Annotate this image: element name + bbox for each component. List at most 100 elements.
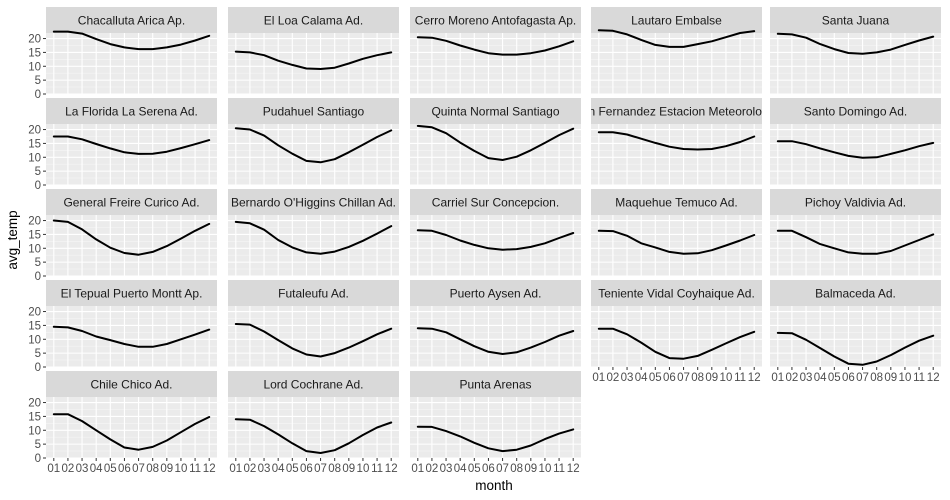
x-tick-label: 11	[553, 463, 565, 475]
series-line	[234, 418, 393, 454]
panel-background	[770, 124, 941, 185]
facet-panel: Carriel Sur Concepcion.	[410, 189, 581, 277]
x-tick-label: 01	[592, 372, 605, 384]
x-tick-label: 01	[229, 463, 242, 475]
x-tick-label: 01	[411, 463, 424, 475]
panel-background	[591, 306, 762, 367]
y-tick-label: 0	[35, 362, 41, 374]
series-line	[416, 425, 575, 453]
x-tick-label: 03	[800, 372, 813, 384]
y-tick-label: 0	[35, 271, 41, 283]
facet-strip	[770, 280, 941, 306]
y-tick-label: 5	[35, 257, 41, 269]
facet-panel: Juan Fernandez Estacion Meteorologica	[569, 98, 784, 186]
x-tick-label: 12	[927, 372, 940, 384]
facet-title: General Freire Curico Ad.	[63, 196, 199, 210]
facet-strip	[228, 280, 399, 306]
panel-background	[46, 124, 217, 185]
y-tick-label: 5	[35, 166, 41, 178]
series-line	[776, 229, 935, 255]
facet-title: La Florida La Serena Ad.	[65, 105, 198, 119]
y-tick-label: 20	[28, 398, 41, 410]
y-tick-label: 10	[28, 334, 41, 346]
x-tick-label: 12	[567, 463, 580, 475]
series-line	[234, 127, 393, 164]
x-tick-label: 11	[913, 372, 925, 384]
y-tick-label: 5	[35, 75, 41, 87]
panel-background	[770, 215, 941, 276]
series-line	[416, 229, 575, 251]
x-tick-label: 03	[440, 463, 453, 475]
y-tick-label: 10	[28, 243, 41, 255]
series-line	[776, 32, 935, 55]
x-tick-label: 12	[203, 463, 216, 475]
x-tick-label: 08	[328, 463, 341, 475]
x-tick-label: 09	[342, 463, 355, 475]
facet-title: Teniente Vidal Coyhaique Ad.	[598, 287, 755, 301]
facet-strip	[410, 98, 581, 124]
y-tick-label: 5	[35, 439, 41, 451]
series-line	[597, 327, 756, 360]
facet-title: Lord Cochrane Ad.	[263, 378, 363, 392]
facet-title: Cerro Moreno Antofagasta Ap.	[415, 14, 576, 28]
facet-panel: Balmaceda Ad. 01 02 03 04 05 06 07 08 09 10 11 12	[770, 280, 941, 384]
x-tick-label: 07	[677, 372, 690, 384]
facet-panel: Maquehue Temuco Ad.	[591, 189, 762, 277]
facet-panel: Pudahuel Santiago	[228, 98, 399, 186]
y-tick-label: 15	[28, 138, 41, 150]
facet-title: Pudahuel Santiago	[263, 105, 365, 119]
x-tick-label: 05	[468, 463, 481, 475]
y-tick-label: 20	[28, 216, 41, 228]
facet-panel: Teniente Vidal Coyhaique Ad. 01 02 03 04 05 06…	[591, 280, 762, 384]
facet-panel: Bernardo O'Higgins Chillan Ad.	[228, 189, 399, 277]
series-line	[416, 36, 575, 56]
x-tick-label: 12	[385, 463, 398, 475]
series-line	[597, 131, 756, 151]
x-tick-label: 05	[286, 463, 299, 475]
panel-background	[410, 397, 581, 458]
facet-strip	[770, 7, 941, 33]
y-axis-title: avg_temp	[5, 210, 20, 269]
facet-panel: El Loa Calama Ad.	[228, 7, 399, 95]
x-tick-label: 07	[496, 463, 509, 475]
facet-title: Chile Chico Ad.	[90, 378, 172, 392]
facet-title: Juan Fernandez Estacion Meteorologica	[569, 105, 784, 119]
y-tick-label: 10	[28, 425, 41, 437]
y-tick-label: 20	[28, 125, 41, 137]
x-tick-label: 07	[856, 372, 869, 384]
y-tick-label: 15	[28, 229, 41, 241]
facet-title: Quinta Normal Santiago	[431, 105, 559, 119]
panel-background	[410, 124, 581, 185]
series-line	[234, 323, 393, 358]
facet-title: Pichoy Valdivia Ad.	[805, 196, 906, 210]
x-tick-label: 06	[300, 463, 313, 475]
x-tick-label: 11	[371, 463, 383, 475]
facet-title: Puerto Aysen Ad.	[450, 287, 542, 301]
x-tick-label: 08	[870, 372, 883, 384]
facet-title: Carriel Sur Concepcion.	[432, 196, 559, 210]
x-tick-label: 06	[482, 463, 495, 475]
x-tick-label: 02	[607, 372, 620, 384]
x-tick-label: 01	[771, 372, 784, 384]
facet-title: El Loa Calama Ad.	[264, 14, 363, 28]
y-tick-label: 0	[35, 89, 41, 101]
facet-title: Santo Domingo Ad.	[804, 105, 907, 119]
x-tick-label: 09	[524, 463, 537, 475]
x-tick-label: 04	[635, 372, 648, 384]
facet-strip	[410, 7, 581, 33]
facet-panel: Futaleufu Ad.	[228, 280, 399, 368]
series-line	[52, 413, 211, 451]
facet-panel: Santo Domingo Ad.	[770, 98, 941, 186]
x-tick-label: 10	[357, 463, 370, 475]
x-tick-label: 03	[76, 463, 89, 475]
y-tick-label: 15	[28, 320, 41, 332]
x-tick-label: 11	[734, 372, 746, 384]
y-tick-label: 20	[28, 34, 41, 46]
x-tick-label: 04	[454, 463, 467, 475]
facet-strip	[46, 98, 217, 124]
x-tick-label: 05	[104, 463, 117, 475]
facet-strip	[410, 371, 581, 397]
y-tick-label: 15	[28, 411, 41, 423]
